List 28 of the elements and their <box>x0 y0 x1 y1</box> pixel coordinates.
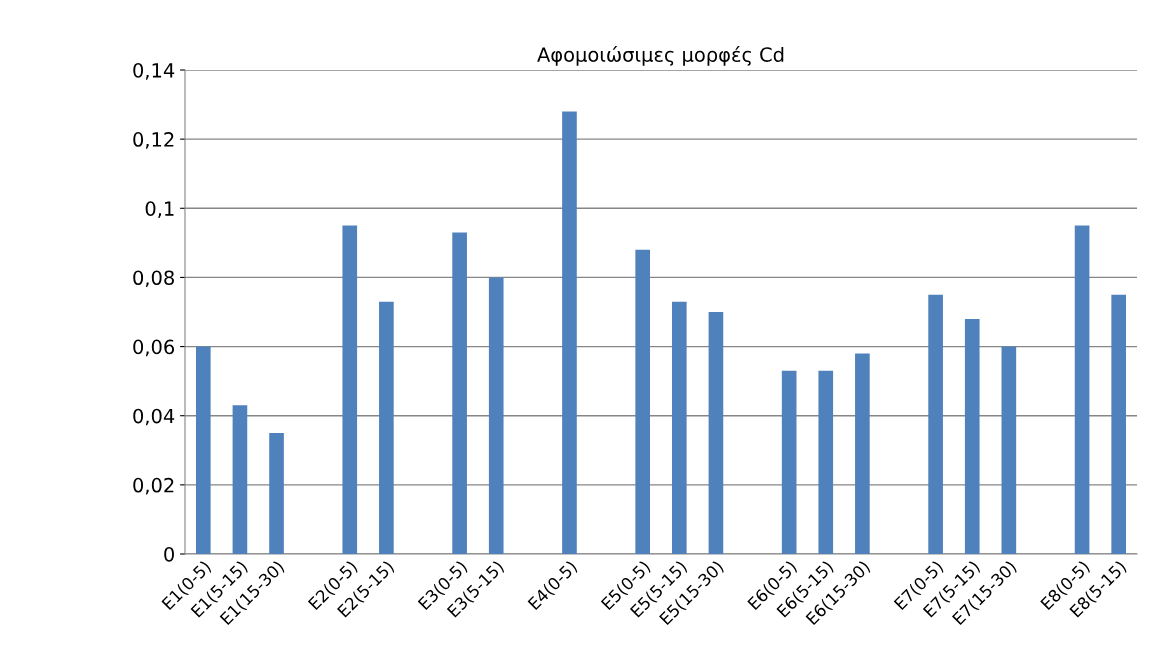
bar <box>855 353 870 554</box>
bar <box>488 277 504 554</box>
chart-title: Αφομοιώσιμες μορφές Cd <box>537 46 784 66</box>
bar <box>232 405 248 554</box>
bar <box>452 232 467 554</box>
bar <box>928 294 943 554</box>
bar <box>781 370 797 554</box>
bar <box>562 111 577 554</box>
bar <box>671 301 687 554</box>
bar <box>1001 346 1017 554</box>
bar <box>379 301 394 554</box>
bar <box>708 312 724 554</box>
bar <box>635 249 651 554</box>
bar <box>1111 294 1127 554</box>
bar <box>964 318 980 554</box>
bar <box>342 225 358 554</box>
bar <box>818 370 834 554</box>
y-tick-label: 0,12 <box>133 132 174 149</box>
bar <box>1074 225 1090 554</box>
y-tick-label: 0,1 <box>145 201 174 218</box>
y-tick-label: 0 <box>164 546 174 562</box>
y-tick-label: 0,14 <box>133 62 175 80</box>
y-tick-label: 0,02 <box>133 477 174 495</box>
y-tick-label: 0,08 <box>133 270 174 288</box>
y-tick-label: 0,04 <box>133 408 175 426</box>
bar <box>195 346 211 554</box>
bar <box>269 433 284 554</box>
y-tick-label: 0,06 <box>133 339 175 357</box>
